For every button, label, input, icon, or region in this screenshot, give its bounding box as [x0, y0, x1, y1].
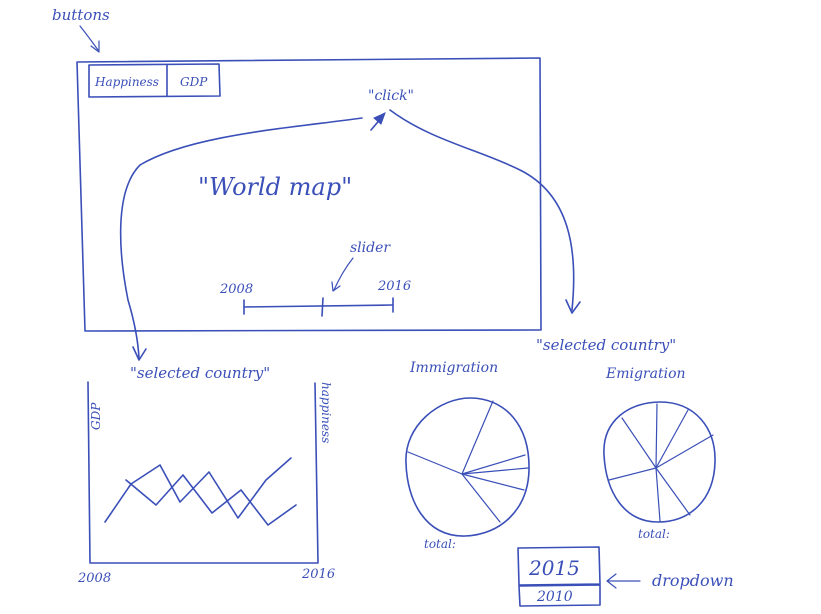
happiness-button-label: Happiness	[94, 75, 159, 89]
cursor-arrow-icon	[373, 112, 386, 125]
flow-arrow-to-pies	[389, 109, 575, 311]
world-map-panel	[76, 57, 542, 332]
buttons-arrowhead-icon	[90, 40, 100, 53]
gdp-axis-label: GDP	[89, 402, 103, 430]
gdp-button-label: GDP	[180, 75, 208, 89]
immigration-slice-line	[461, 454, 526, 475]
dropdown-option-box[interactable]	[518, 584, 601, 607]
emigration-pie	[603, 401, 716, 523]
dropdown-option-value: 2010	[536, 589, 573, 605]
immigration-slice-line	[461, 467, 529, 475]
happiness-axis-label: happiness	[319, 382, 333, 443]
slider-min-label: 2008	[219, 282, 253, 297]
selected-country-pies-label: "selected country"	[536, 336, 676, 354]
slider-pointer-arrow	[333, 257, 354, 291]
x-axis-end-label: 2016	[301, 567, 335, 582]
x-axis-start-label: 2008	[77, 571, 111, 586]
emigration-slice-line	[621, 417, 657, 469]
immigration-slice-line	[461, 473, 501, 523]
year-dropdown[interactable]	[517, 546, 601, 586]
slider-arrowhead-icon	[331, 281, 341, 292]
slider-handle[interactable]	[321, 297, 324, 317]
dropdown-annotation: dropdown	[652, 571, 734, 590]
emigration-slice-line	[655, 403, 658, 469]
immigration-slice-line	[407, 451, 463, 475]
flow-arrowhead-icon	[132, 346, 147, 361]
emigration-total-label: total:	[638, 527, 670, 541]
emigration-slice-line	[655, 409, 689, 469]
slider-max-label: 2016	[377, 279, 411, 294]
line-chart-axes	[87, 381, 319, 564]
immigration-slice-line	[461, 473, 525, 491]
world-map-label: "World map"	[198, 173, 352, 201]
flow-arrowhead-icon	[565, 299, 581, 314]
dropdown-arrowhead-icon	[606, 573, 617, 589]
selected-country-linechart-label: "selected country"	[130, 364, 270, 382]
map-button-group	[88, 63, 221, 98]
emigration-title: Emigration	[605, 366, 686, 382]
emigration-slice-line	[608, 467, 657, 481]
immigration-total-label: total:	[424, 537, 456, 551]
immigration-slice-line	[461, 400, 494, 475]
click-annotation: "click"	[368, 88, 414, 104]
gdp-series-line	[104, 457, 292, 523]
buttons-annotation: buttons	[52, 6, 110, 24]
flow-arrow-to-linechart	[119, 117, 363, 359]
dropdown-selected-value: 2015	[528, 556, 580, 580]
year-slider-track[interactable]	[243, 304, 394, 308]
immigration-title: Immigration	[409, 360, 498, 376]
emigration-slice-line	[655, 434, 714, 469]
immigration-pie	[405, 397, 530, 537]
happiness-series-line	[125, 474, 297, 526]
emigration-slice-line	[655, 467, 691, 516]
buttons-pointer-arrow	[79, 25, 99, 51]
slider-annotation: slider	[350, 240, 391, 256]
emigration-slice-line	[655, 467, 661, 522]
